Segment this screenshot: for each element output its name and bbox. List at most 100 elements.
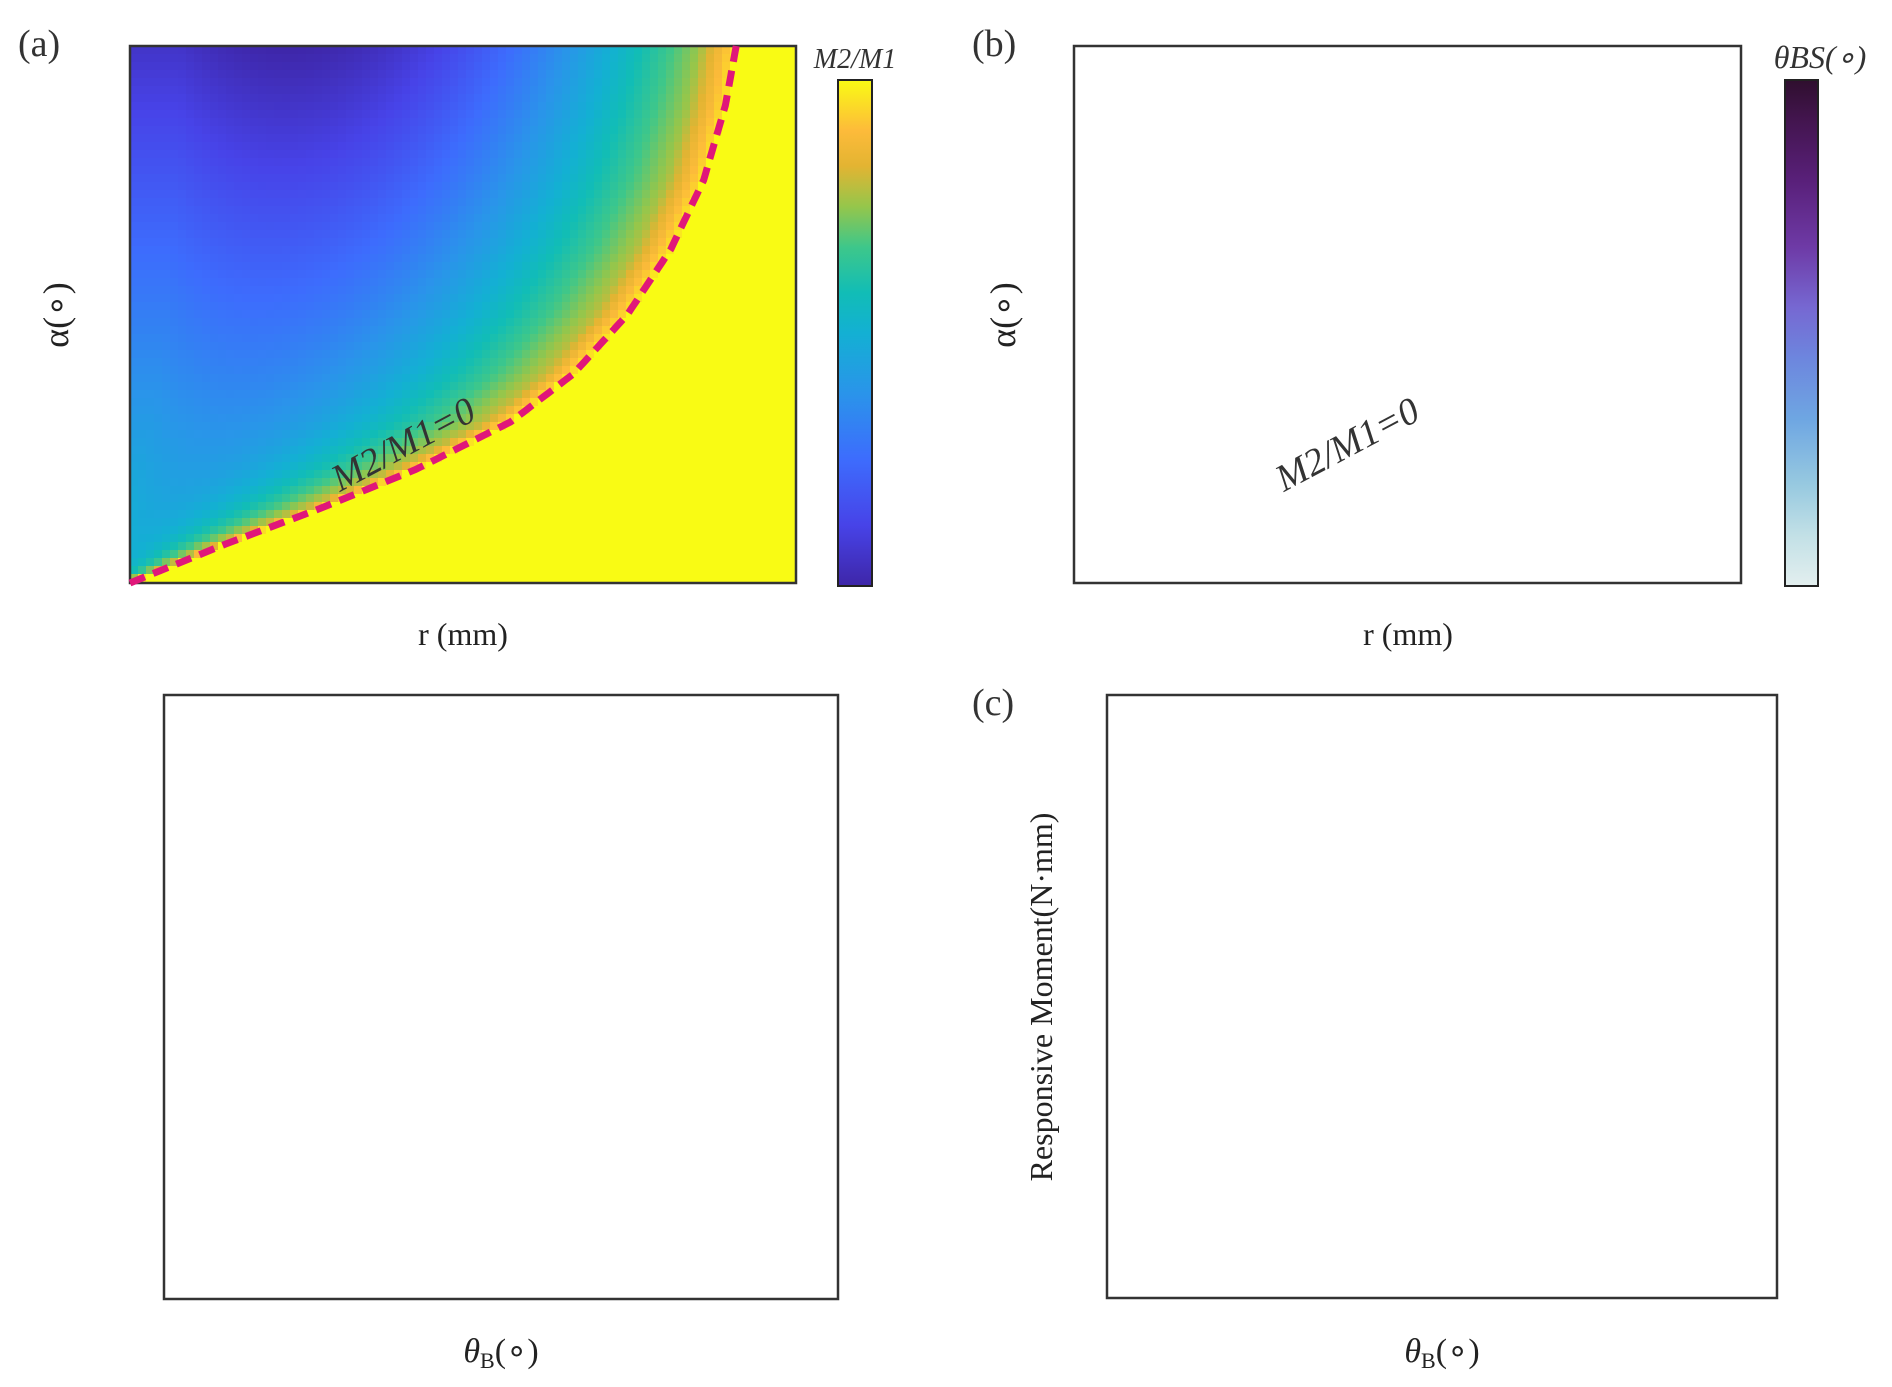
- heatmap-cell: [402, 390, 411, 399]
- heatmap-cell: [522, 214, 531, 223]
- heatmap-cell: [410, 158, 419, 167]
- heatmap-cell: [130, 350, 139, 359]
- heatmap-cell: [714, 286, 723, 295]
- heatmap-cell: [210, 350, 219, 359]
- heatmap-cell: [210, 550, 219, 559]
- heatmap-cell: [434, 174, 443, 183]
- heatmap-cell: [450, 494, 459, 503]
- heatmap-cell: [642, 318, 651, 327]
- heatmap-cell: [266, 214, 275, 223]
- heatmap-cell: [466, 190, 475, 199]
- heatmap-cell: [242, 422, 251, 431]
- heatmap-cell: [530, 454, 539, 463]
- heatmap-cell: [706, 62, 715, 71]
- heatmap-cell: [658, 542, 667, 551]
- heatmap-cell: [426, 230, 435, 239]
- heatmap-cell: [186, 142, 195, 151]
- heatmap-cell: [338, 318, 347, 327]
- heatmap-cell: [410, 286, 419, 295]
- heatmap-cell: [370, 70, 379, 79]
- heatmap-cell: [458, 206, 467, 215]
- heatmap-cell: [378, 198, 387, 207]
- heatmap-cell: [498, 382, 507, 391]
- heatmap-cell: [394, 134, 403, 143]
- heatmap-cell: [690, 566, 699, 575]
- heatmap-cell: [602, 526, 611, 535]
- heatmap-cell: [322, 294, 331, 303]
- heatmap-cell: [202, 566, 211, 575]
- heatmap-cell: [210, 310, 219, 319]
- heatmap-cell: [354, 278, 363, 287]
- heatmap-cell: [154, 438, 163, 447]
- heatmap-cell: [298, 78, 307, 87]
- heatmap-cell: [186, 454, 195, 463]
- heatmap-cell: [162, 390, 171, 399]
- heatmap-cell: [178, 550, 187, 559]
- heatmap-cell: [130, 54, 139, 63]
- heatmap-cell: [306, 486, 315, 495]
- heatmap-cell: [282, 182, 291, 191]
- heatmap-cell: [378, 254, 387, 263]
- heatmap-cell: [554, 246, 563, 255]
- heatmap-cell: [426, 254, 435, 263]
- heatmap-cell: [618, 262, 627, 271]
- heatmap-cell: [626, 342, 635, 351]
- heatmap-cell: [658, 358, 667, 367]
- heatmap-cell: [546, 454, 555, 463]
- heatmap-cell: [538, 462, 547, 471]
- heatmap-cell: [386, 118, 395, 127]
- heatmap-cell: [626, 494, 635, 503]
- heatmap-cell: [298, 222, 307, 231]
- heatmap-cell: [634, 414, 643, 423]
- heatmap-cell: [554, 318, 563, 327]
- heatmap-cell: [554, 406, 563, 415]
- heatmap-cell: [242, 518, 251, 527]
- heatmap-cell: [434, 334, 443, 343]
- heatmap-cell: [314, 518, 323, 527]
- heatmap-cell: [482, 534, 491, 543]
- heatmap-cell: [178, 358, 187, 367]
- heatmap-cell: [138, 390, 147, 399]
- heatmap-cell: [474, 174, 483, 183]
- heatmap-cell: [546, 358, 555, 367]
- heatmap-cell: [562, 398, 571, 407]
- heatmap-cell: [322, 62, 331, 71]
- heatmap-cell: [266, 558, 275, 567]
- heatmap-cell: [562, 542, 571, 551]
- heatmap-cell: [626, 422, 635, 431]
- heatmap-cell: [330, 462, 339, 471]
- heatmap-cell: [370, 382, 379, 391]
- heatmap-cell: [202, 366, 211, 375]
- heatmap-cell: [634, 406, 643, 415]
- heatmap-cell: [170, 470, 179, 479]
- heatmap-cell: [290, 86, 299, 95]
- heatmap-cell: [282, 222, 291, 231]
- heatmap-cell: [378, 406, 387, 415]
- heatmap-cell: [466, 374, 475, 383]
- heatmap-cell: [570, 478, 579, 487]
- heatmap-cell: [538, 238, 547, 247]
- heatmap-cell: [490, 94, 499, 103]
- heatmap-cell: [194, 518, 203, 527]
- heatmap-cell: [314, 182, 323, 191]
- heatmap-cell: [162, 510, 171, 519]
- heatmap-cell: [194, 158, 203, 167]
- heatmap-cell: [546, 382, 555, 391]
- heatmap-cell: [170, 518, 179, 527]
- heatmap-cell: [306, 430, 315, 439]
- heatmap-cell: [258, 278, 267, 287]
- heatmap-cell: [650, 270, 659, 279]
- heatmap-cell: [602, 78, 611, 87]
- heatmap-cell: [698, 270, 707, 279]
- heatmap-cell: [594, 134, 603, 143]
- heatmap-cell: [674, 206, 683, 215]
- heatmap-cell: [706, 230, 715, 239]
- heatmap-cell: [562, 454, 571, 463]
- heatmap-cell: [354, 46, 363, 55]
- heatmap-cell: [210, 414, 219, 423]
- heatmap-cell: [362, 358, 371, 367]
- heatmap-cell: [210, 158, 219, 167]
- heatmap-cell: [234, 574, 243, 583]
- heatmap-cell: [578, 126, 587, 135]
- heatmap-cell: [546, 494, 555, 503]
